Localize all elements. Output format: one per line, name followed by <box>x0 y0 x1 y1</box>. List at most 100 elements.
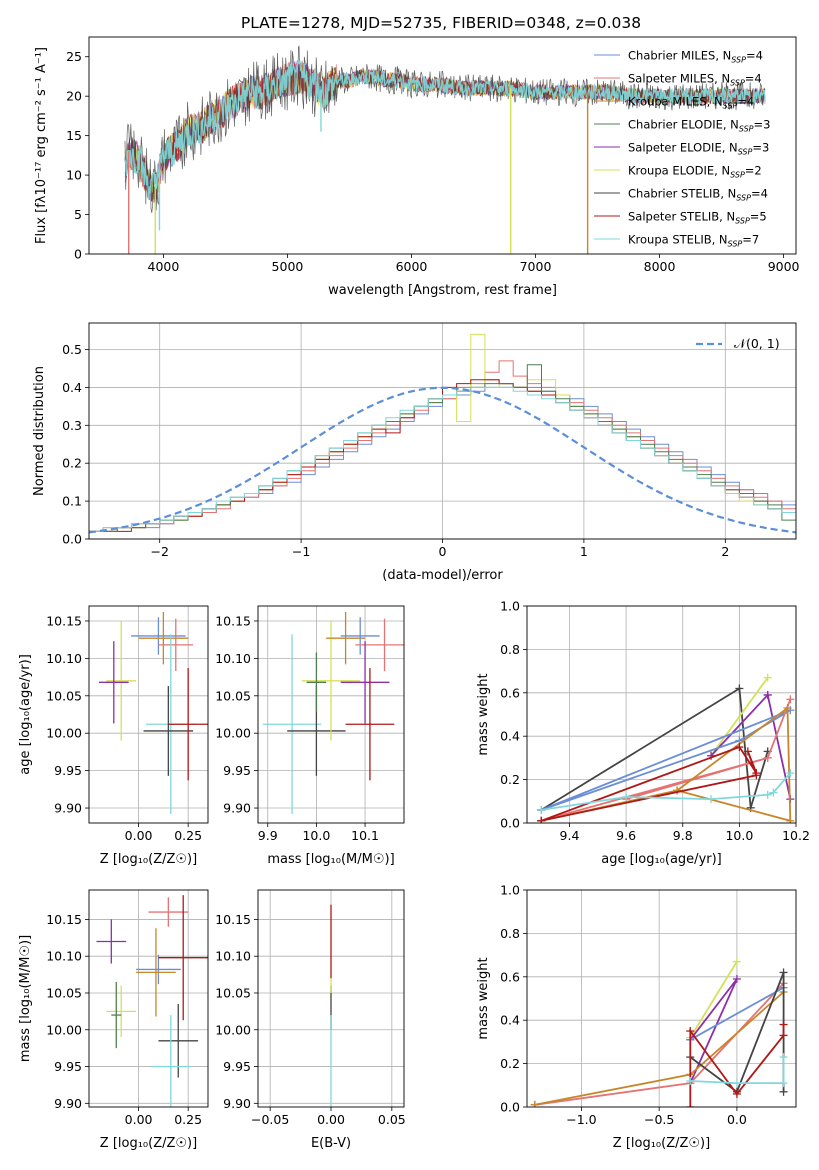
x-tick-label: −2 <box>150 544 168 559</box>
x-tick-label: 10.1 <box>351 828 379 843</box>
x-tick-label: 0.05 <box>378 1112 406 1127</box>
legend-label: Kroupa ELODIE, NSSP=2 <box>628 164 762 180</box>
y-tick-label: 1.0 <box>500 883 520 898</box>
x-tick-label: 9.9 <box>258 828 278 843</box>
x-tick-label: 0 <box>439 544 447 559</box>
x-axis-label: (data-model)/error <box>382 568 503 583</box>
x-tick-label: 0.25 <box>174 1112 202 1127</box>
histograms <box>89 333 796 539</box>
axes-frame <box>257 605 405 824</box>
x-axis-label: wavelength [Angstrom, rest frame] <box>328 283 557 298</box>
y-tick-label: 10.15 <box>215 912 251 927</box>
y-tick-label: 10.05 <box>215 985 251 1000</box>
axes-frame <box>88 36 797 255</box>
residuals-panel: −2 −1 0 1 2 0.0 0.1 0.2 0.3 0.4 0.5 (data-model)/er… <box>32 323 796 583</box>
x-tick-label: 10.0 <box>302 828 330 843</box>
x-tick-label: 0.00 <box>125 828 153 843</box>
y-tick-label: 10.00 <box>46 1022 82 1037</box>
x-tick-label: 8000 <box>644 259 676 274</box>
y-tick-label: 10.10 <box>46 651 82 666</box>
y-tick-label: 15 <box>66 128 82 143</box>
y-tick-label: 5 <box>74 207 82 222</box>
x-tick-label: 9.8 <box>673 828 693 843</box>
x-tick-label: 10.2 <box>782 828 810 843</box>
kroupa_stelib-weight-line <box>690 1057 785 1084</box>
y-tick-label: 10.00 <box>215 1022 251 1037</box>
x-tick-label: 5000 <box>272 259 304 274</box>
y-tick-label: 10.10 <box>215 651 251 666</box>
chabrier_miles-weight-line <box>689 986 785 1041</box>
kroupa_stelib-histogram <box>89 386 796 539</box>
kroupa_stelib-weight-line <box>541 772 791 811</box>
y-tick-label: 20 <box>66 89 82 104</box>
x-axis-label: Z [log₁₀(Z/Z☉)] <box>613 1136 710 1151</box>
legend-label: Kroupa MILES, NSSP=4 <box>628 95 754 111</box>
axes-frame <box>88 322 797 540</box>
x-tick-label: 2 <box>721 544 729 559</box>
y-tick-label: 9.95 <box>54 763 82 778</box>
age-vs-Z-points <box>98 611 208 815</box>
y-tick-label: 9.95 <box>223 1059 251 1074</box>
axes-frame <box>88 889 209 1108</box>
legend-label: Chabrier ELODIE, NSSP=3 <box>628 118 770 134</box>
axes-frame <box>88 605 209 824</box>
y-tick-label: 10.05 <box>46 688 82 703</box>
y-tick-label: 0.8 <box>500 926 520 941</box>
y-tick-label: 0.2 <box>500 772 520 787</box>
legend-label: Chabrier MILES, NSSP=4 <box>628 49 763 65</box>
legend-label: Salpeter STELIB, NSSP=5 <box>628 210 767 226</box>
weight-vs-age-lines <box>537 673 795 823</box>
legend-label: Chabrier STELIB, NSSP=4 <box>628 187 768 203</box>
y-tick-label: 0.6 <box>500 969 520 984</box>
x-tick-label: 0.25 <box>174 828 202 843</box>
y-tick-label: 10.00 <box>215 726 251 741</box>
x-tick-label: 1 <box>580 544 588 559</box>
x-tick-label: 7000 <box>520 259 552 274</box>
y-tick-label: 0.0 <box>500 1100 520 1115</box>
y-tick-label: 1.0 <box>500 599 520 614</box>
y-tick-label: 9.90 <box>223 801 251 816</box>
y-tick-label: 10.10 <box>46 949 82 964</box>
y-tick-label: 0.0 <box>62 532 82 547</box>
salpeter_stelib-weight-line <box>540 745 758 822</box>
age-vs-mass-points <box>262 611 404 815</box>
x-tick-label: −0.5 <box>644 1112 674 1127</box>
weight-vs-Z-panel: −1.0 −0.5 0.0 0.0 0.2 0.4 0.6 0.8 1.0 Z [log₁₀(Z/… <box>476 883 796 1151</box>
axes-frame <box>526 889 797 1108</box>
y-axis-label: Flux [fλ10⁻¹⁷ erg cm⁻² s⁻¹ A⁻¹] <box>34 47 49 244</box>
y-axis-label: age [log₁₀(age/yr)] <box>18 654 33 775</box>
y-axis-label: mass [log₁₀(M/M☉)] <box>18 935 33 1062</box>
x-tick-label: 10.0 <box>725 828 753 843</box>
x-tick-label: 9.6 <box>616 828 636 843</box>
x-axis-label: Z [log₁₀(Z/Z☉)] <box>100 1136 197 1151</box>
x-tick-label: 6000 <box>396 259 428 274</box>
y-axis-label: mass weight <box>476 957 491 1039</box>
weight-vs-Z-lines <box>530 957 788 1107</box>
x-tick-label: −1.0 <box>566 1112 596 1127</box>
y-tick-label: 0.5 <box>62 342 82 357</box>
y-tick-label: 9.90 <box>223 1096 251 1111</box>
x-tick-label: −1 <box>292 544 310 559</box>
spectrum-panel: 4000 5000 6000 7000 8000 9000 0 5 10 15 20 25 wavele… <box>34 47 800 298</box>
x-tick-label: 4000 <box>148 259 180 274</box>
y-tick-label: 9.90 <box>54 801 82 816</box>
normal-legend-label: 𝒩(0, 1) <box>734 336 780 351</box>
chabrier_stelib-weight-line <box>540 686 769 811</box>
x-tick-label: 9.4 <box>560 828 580 843</box>
y-tick-label: 10.05 <box>215 688 251 703</box>
x-tick-label: 0.00 <box>317 1112 345 1127</box>
salpeter_elodie-weight-line <box>710 693 792 800</box>
y-tick-label: 9.90 <box>54 1096 82 1111</box>
y-tick-label: 0.4 <box>62 380 82 395</box>
x-tick-label: 0.0 <box>727 1112 747 1127</box>
x-tick-label: 0.00 <box>125 1112 153 1127</box>
y-tick-label: 10.10 <box>215 949 251 964</box>
y-tick-label: 9.95 <box>223 763 251 778</box>
x-axis-label: Z [log₁₀(Z/Z☉)] <box>100 852 197 867</box>
kroupa_elodie-weight-line <box>689 961 738 1039</box>
x-axis-label: E(B-V) <box>311 1136 351 1151</box>
y-tick-label: 0.1 <box>62 494 82 509</box>
y-tick-label: 10.15 <box>46 912 82 927</box>
legend-label: Kroupa STELIB, NSSP=7 <box>628 233 759 249</box>
